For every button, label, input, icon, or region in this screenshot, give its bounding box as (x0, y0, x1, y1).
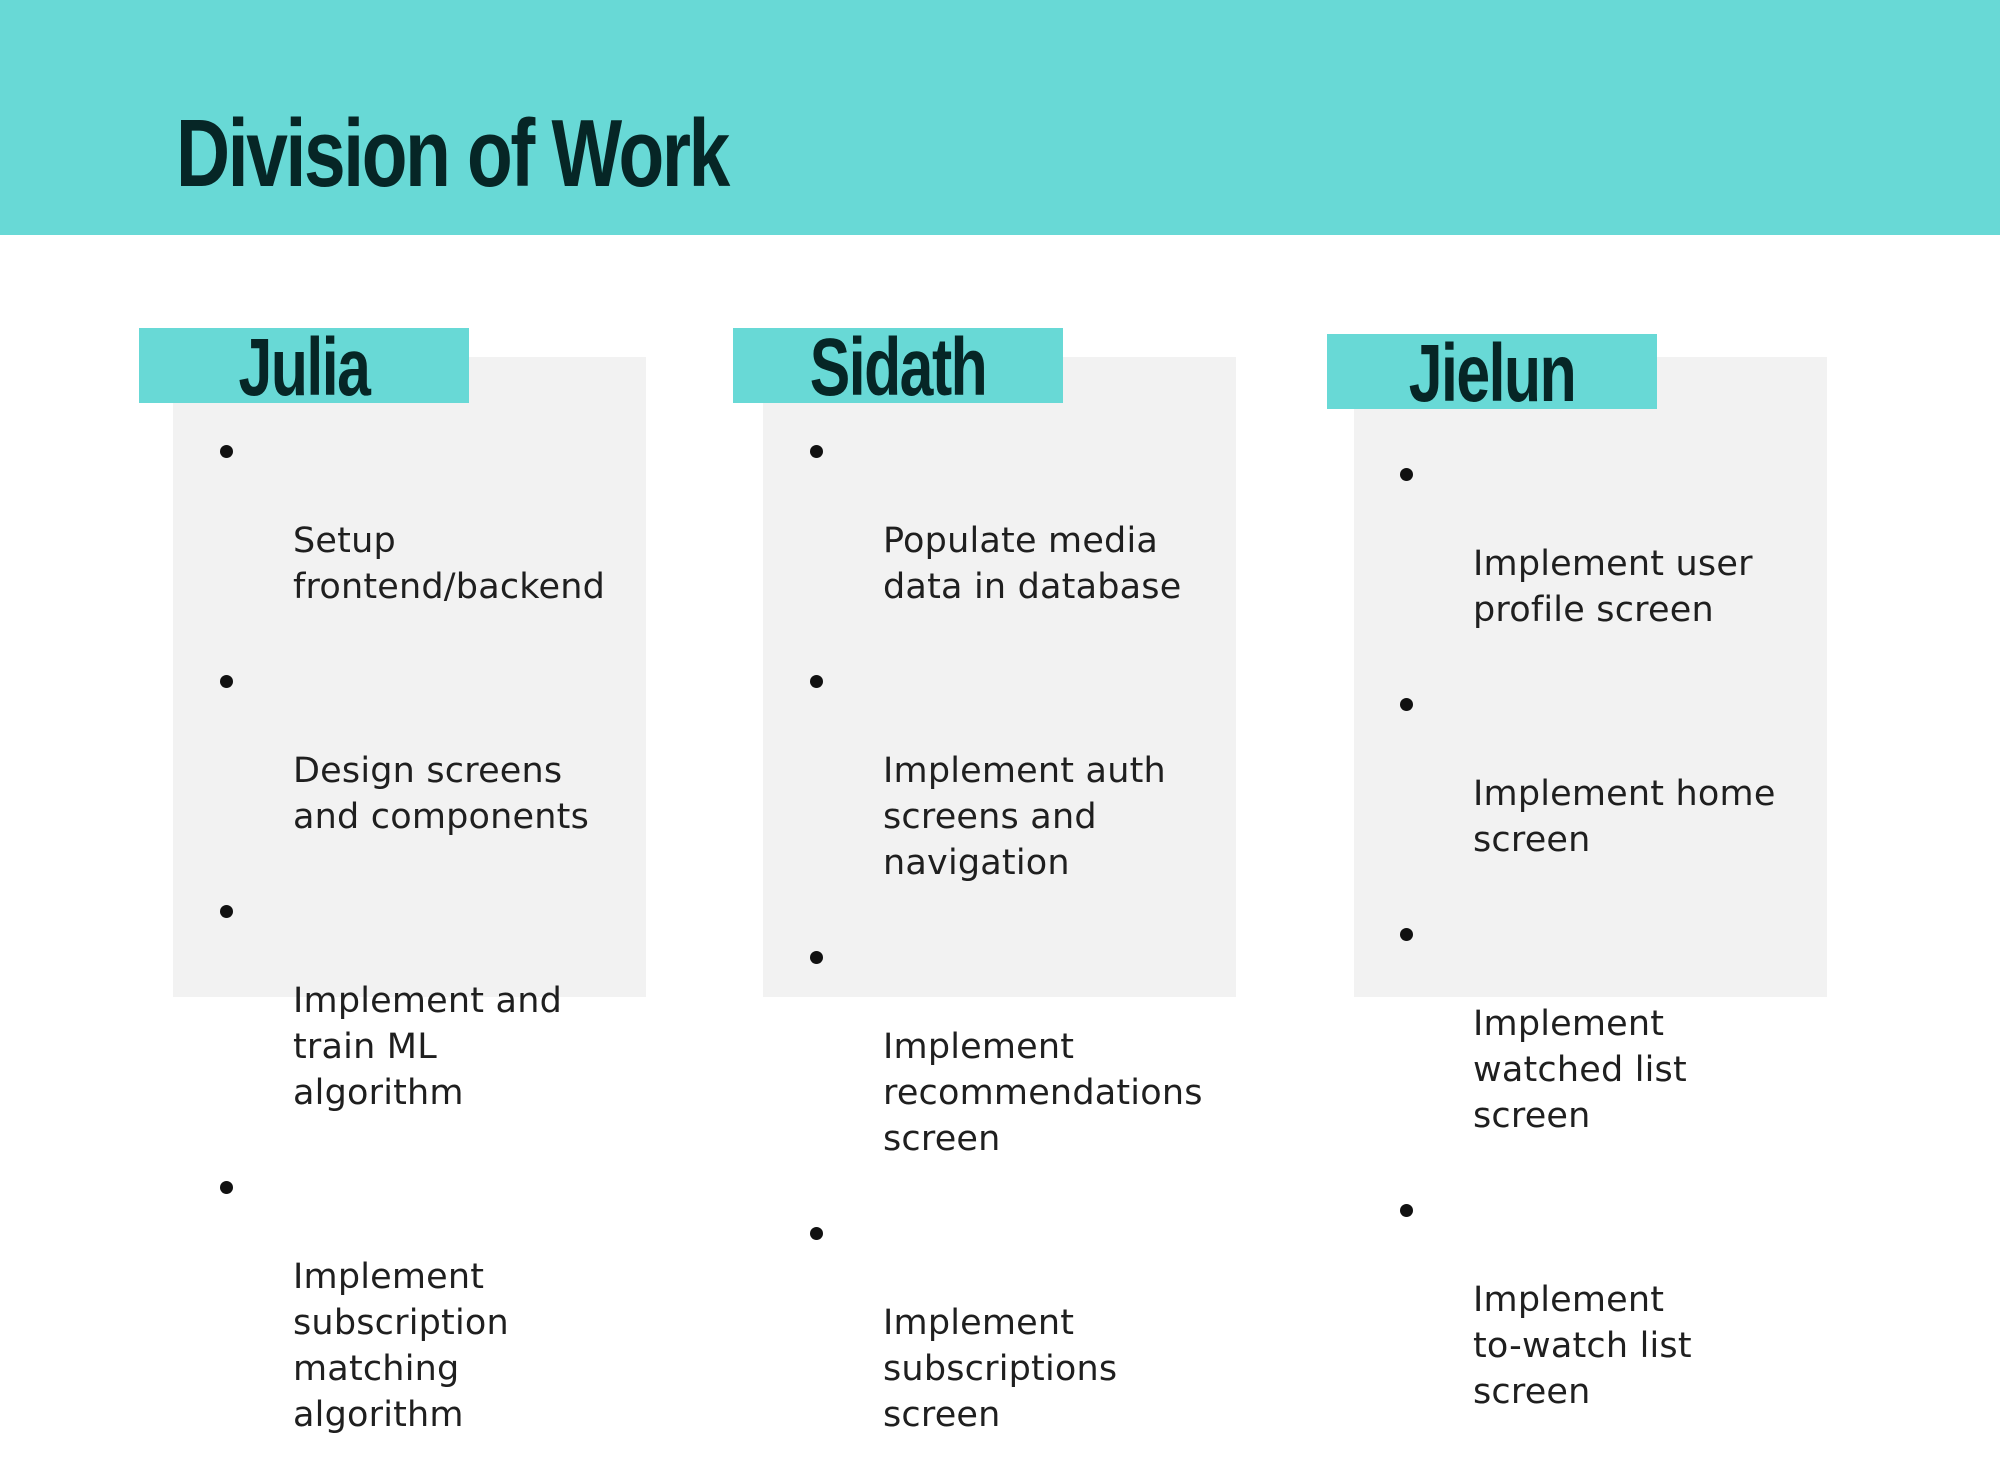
task-text: Populate media data in database (883, 521, 1182, 607)
task-item: Populate media data in database (810, 426, 1213, 656)
task-item: Implement user profile screen (1400, 449, 1803, 679)
jielun-task-card (1354, 357, 1827, 997)
task-text: Implement subscriptions screen (883, 1303, 1118, 1435)
julia-name: Julia (238, 322, 371, 413)
bullet-icon (1400, 1204, 1413, 1217)
bullet-icon (220, 1181, 233, 1194)
bullet-icon (810, 951, 823, 964)
jielun-task-list: Implement user profile screen Implement … (1400, 449, 1803, 1461)
bullet-icon (220, 445, 233, 458)
bullet-icon (1400, 928, 1413, 941)
task-item: Setup frontend/backend (220, 426, 623, 656)
bullet-icon (810, 1227, 823, 1240)
sidath-task-card (763, 357, 1236, 997)
task-item: Implement subscriptions screen (810, 1208, 1213, 1484)
task-text: Implement auth screens and navigation (883, 751, 1166, 883)
task-item: Implement watched list screen (1400, 909, 1803, 1185)
task-text: Implement user profile screen (1473, 544, 1753, 630)
julia-task-card (173, 357, 646, 997)
task-text: Setup frontend/backend (293, 521, 606, 607)
sidath-name: Sidath (809, 322, 988, 413)
task-item: Implement and train ML algorithm (220, 886, 623, 1162)
slide-title: Division of Work (176, 100, 730, 207)
task-text: Implement to-watch list screen (1473, 1280, 1692, 1412)
task-item: Design screens and components (220, 656, 623, 886)
julia-task-list: Setup frontend/backend Design screens an… (220, 426, 623, 1484)
sidath-name-tab: Sidath (733, 322, 1063, 413)
bullet-icon (810, 675, 823, 688)
bullet-icon (220, 675, 233, 688)
title-banner (0, 0, 2000, 235)
task-text: Implement and train ML algorithm (293, 981, 562, 1113)
task-item: Implement to-watch list screen (1400, 1185, 1803, 1461)
task-item: Implement auth screens and navigation (810, 656, 1213, 932)
jielun-name: Jielun (1408, 328, 1577, 419)
task-text: Implement subscription matching algorith… (293, 1257, 509, 1435)
task-item: Implement subscription matching algorith… (220, 1162, 623, 1484)
task-text: Implement watched list screen (1473, 1004, 1687, 1136)
jielun-name-tab: Jielun (1327, 328, 1657, 419)
task-text: Implement home screen (1473, 774, 1776, 860)
task-text: Implement recommendations screen (883, 1027, 1203, 1159)
task-item: Implement recommendations screen (810, 932, 1213, 1208)
julia-name-tab: Julia (139, 322, 469, 413)
bullet-icon (220, 905, 233, 918)
bullet-icon (1400, 698, 1413, 711)
sidath-task-list: Populate media data in database Implemen… (810, 426, 1213, 1484)
task-text: Design screens and components (293, 751, 590, 837)
task-item: Implement home screen (1400, 679, 1803, 909)
bullet-icon (1400, 468, 1413, 481)
bullet-icon (810, 445, 823, 458)
